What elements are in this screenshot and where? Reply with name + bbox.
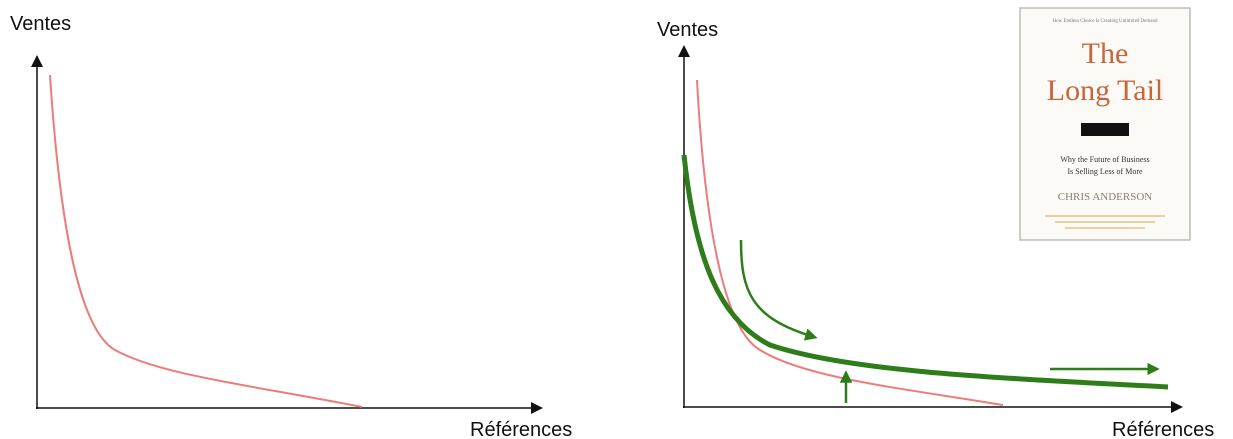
- sales-curve: [50, 75, 362, 407]
- diagram: Ventes Références Ventes Références How …: [0, 0, 1233, 439]
- tagline: How Endless Choice Is Creating Unlimited…: [1053, 19, 1158, 24]
- author: CHRIS ANDERSON: [1058, 191, 1152, 203]
- title-line: The: [1082, 37, 1129, 70]
- title-line: Long Tail: [1047, 74, 1164, 107]
- subtitle: Is Selling Less of More: [1067, 167, 1143, 176]
- y-axis-label: Ventes: [657, 19, 718, 41]
- page: Ventes Références Ventes Références How …: [0, 0, 1233, 439]
- x-axis-label: Références: [1112, 419, 1214, 439]
- y-axis-label: Ventes: [10, 13, 71, 35]
- sales-curve: [697, 80, 1003, 405]
- cover-badge: [1081, 123, 1129, 136]
- left-diagram: Ventes Références: [10, 13, 572, 439]
- book-cover: How Endless Choice Is Creating Unlimited…: [1020, 8, 1190, 240]
- subtitle: Why the Future of Business: [1060, 155, 1149, 164]
- shift-arrow: [741, 240, 814, 337]
- x-axis-label: Références: [470, 419, 572, 439]
